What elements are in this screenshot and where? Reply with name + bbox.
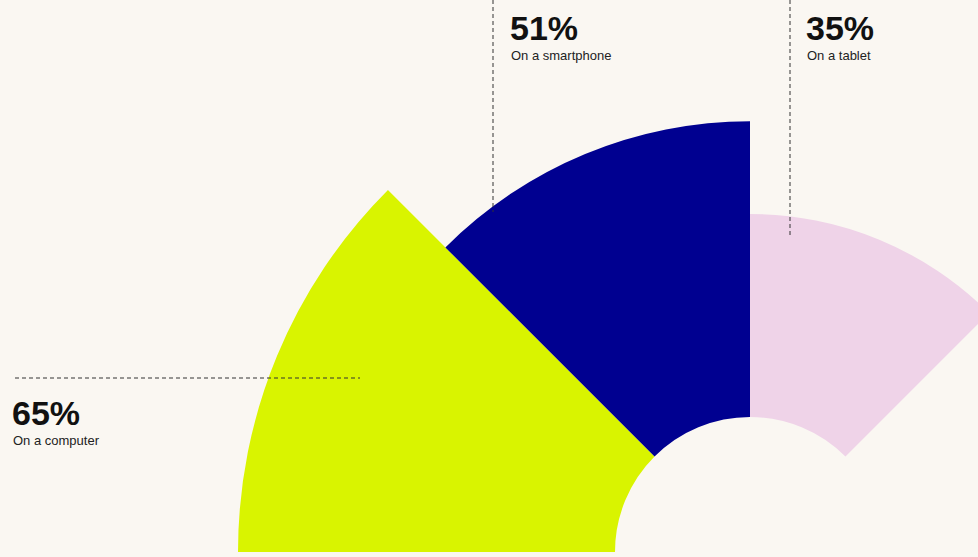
svg-text:51%: 51%: [510, 9, 578, 47]
svg-text:35%: 35%: [806, 9, 874, 47]
svg-text:On a computer: On a computer: [13, 433, 100, 448]
svg-text:65%: 65%: [12, 394, 80, 432]
svg-text:On a tablet: On a tablet: [807, 48, 871, 63]
svg-text:On a smartphone: On a smartphone: [511, 48, 611, 63]
